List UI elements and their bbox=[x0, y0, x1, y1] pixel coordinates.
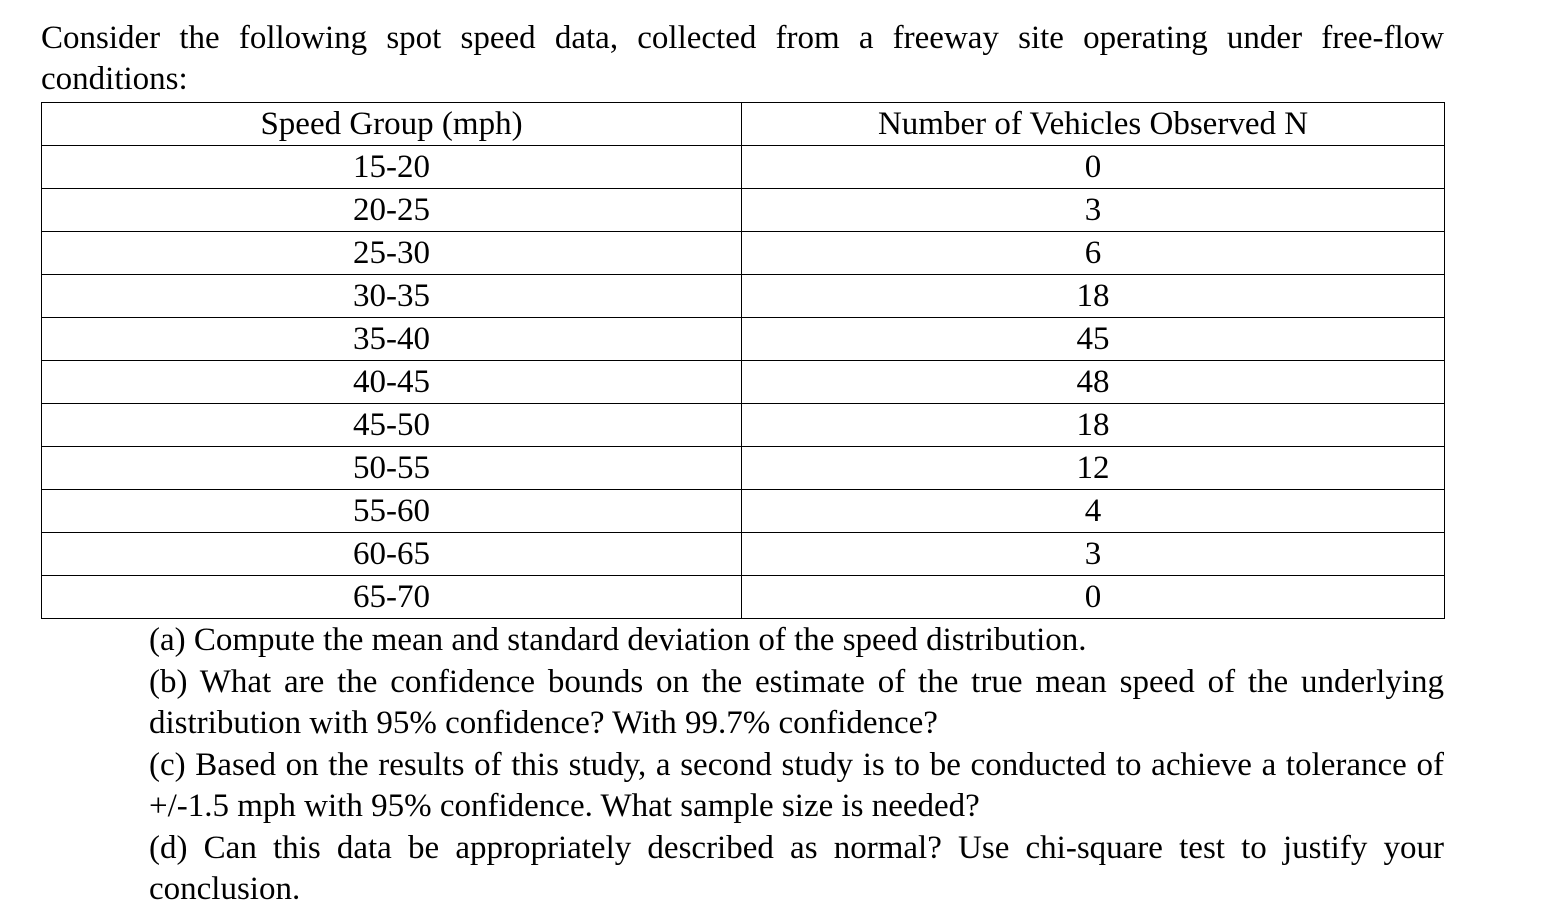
question-list: (a) Compute the mean and standard deviat… bbox=[149, 620, 1444, 911]
speed-group-cell: 35-40 bbox=[41, 317, 742, 361]
question-d: (d) Can this data be appropriately descr… bbox=[149, 829, 1444, 908]
vehicle-count-cell: 0 bbox=[741, 575, 1445, 619]
table-row: 65-70 0 bbox=[41, 575, 1445, 619]
vehicle-count-cell: 3 bbox=[741, 532, 1445, 576]
speed-group-cell: 25-30 bbox=[41, 231, 742, 275]
vehicle-count-cell: 12 bbox=[741, 446, 1445, 490]
header-speed-group: Speed Group (mph) bbox=[41, 102, 742, 146]
speed-group-cell: 60-65 bbox=[41, 532, 742, 576]
table-row: 50-55 12 bbox=[41, 446, 1445, 490]
speed-group-cell: 50-55 bbox=[41, 446, 742, 490]
vehicle-count-cell: 0 bbox=[741, 145, 1445, 189]
table-row: 60-65 3 bbox=[41, 532, 1445, 576]
speed-data-table: Speed Group (mph) Number of Vehicles Obs… bbox=[41, 102, 1445, 619]
speed-group-cell: 20-25 bbox=[41, 188, 742, 232]
table-header-row: Speed Group (mph) Number of Vehicles Obs… bbox=[41, 102, 1445, 146]
question-a: (a) Compute the mean and standard deviat… bbox=[149, 622, 1087, 658]
vehicle-count-cell: 45 bbox=[741, 317, 1445, 361]
table-row: 30-35 18 bbox=[41, 274, 1445, 318]
table-row: 20-25 3 bbox=[41, 188, 1445, 232]
question-c: (c) Based on the results of this study, … bbox=[149, 746, 1444, 825]
speed-group-cell: 30-35 bbox=[41, 274, 742, 318]
speed-group-cell: 65-70 bbox=[41, 575, 742, 619]
vehicle-count-cell: 3 bbox=[741, 188, 1445, 232]
speed-group-cell: 55-60 bbox=[41, 489, 742, 533]
vehicle-count-cell: 4 bbox=[741, 489, 1445, 533]
header-vehicle-count: Number of Vehicles Observed N bbox=[741, 102, 1445, 146]
vehicle-count-cell: 18 bbox=[741, 403, 1445, 447]
vehicle-count-cell: 6 bbox=[741, 231, 1445, 275]
table-row: 45-50 18 bbox=[41, 403, 1445, 447]
speed-group-cell: 15-20 bbox=[41, 145, 742, 189]
vehicle-count-cell: 48 bbox=[741, 360, 1445, 404]
table-row: 35-40 45 bbox=[41, 317, 1445, 361]
speed-group-cell: 40-45 bbox=[41, 360, 742, 404]
problem-intro: Consider the following spot speed data, … bbox=[41, 20, 1444, 97]
table-row: 40-45 48 bbox=[41, 360, 1445, 404]
table-row: 15-20 0 bbox=[41, 145, 1445, 189]
question-b: (b) What are the confidence bounds on th… bbox=[149, 663, 1444, 742]
table-row: 25-30 6 bbox=[41, 231, 1445, 275]
vehicle-count-cell: 18 bbox=[741, 274, 1445, 318]
speed-group-cell: 45-50 bbox=[41, 403, 742, 447]
table-row: 55-60 4 bbox=[41, 489, 1445, 533]
